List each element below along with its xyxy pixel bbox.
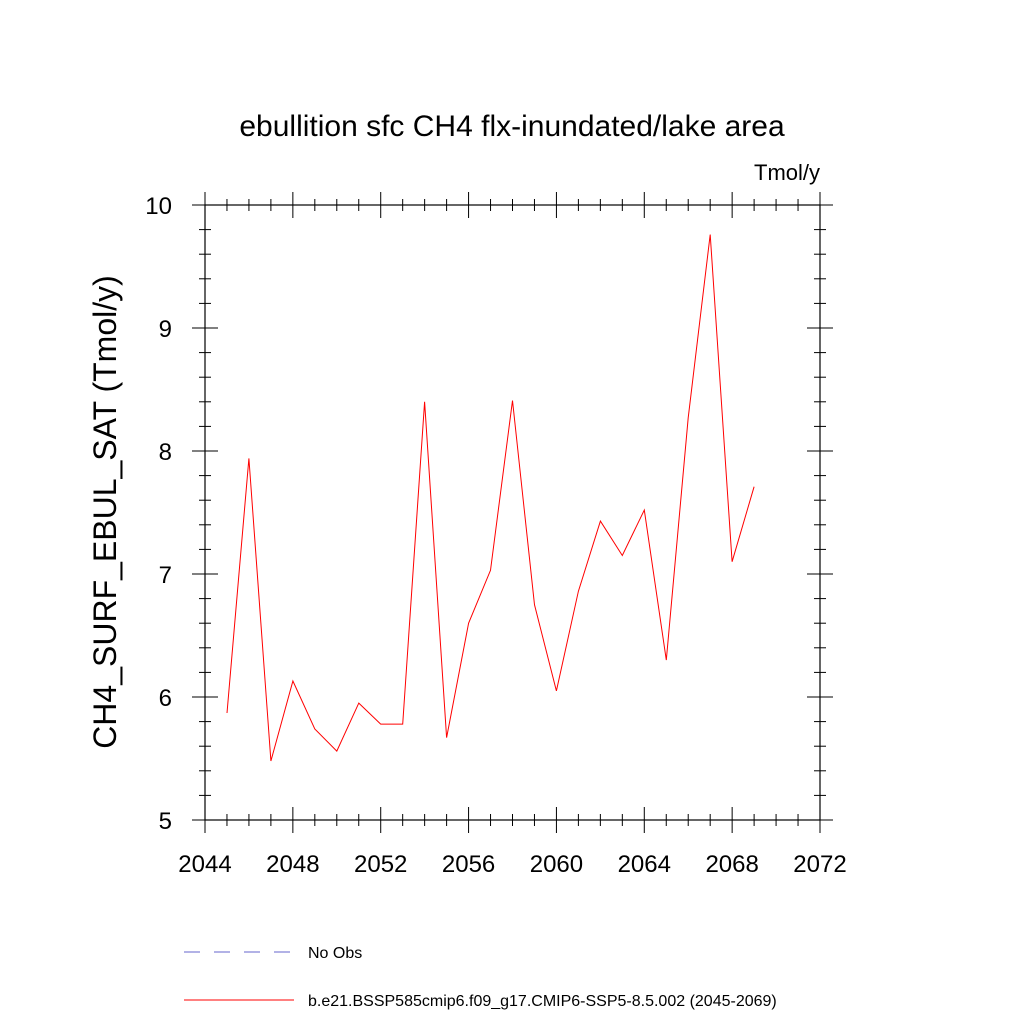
- x-tick-label: 2056: [442, 851, 495, 878]
- legend-label-0: No Obs: [308, 945, 362, 962]
- legend: No Obs b.e21.BSSP585cmip6.f09_g17.CMIP6-S…: [184, 945, 777, 1010]
- units-label: Tmol/y: [754, 160, 820, 185]
- x-tick-label: 2048: [266, 851, 319, 878]
- y-tick-label: 6: [159, 685, 172, 712]
- series-line-0: [226, 234, 755, 762]
- y-tick-label: 7: [159, 562, 172, 589]
- axis-ticks: 2044 2048 2052 2056 2060 2064 2068 2072 5 6 7 8 9 10: [145, 192, 847, 878]
- x-tick-label: 2060: [530, 851, 583, 878]
- y-tick-label: 9: [159, 316, 172, 343]
- series-layer: [226, 234, 755, 762]
- chart-title: ebullition sfc CH4 flx-inundated/lake ar…: [239, 110, 785, 143]
- x-tick-label: 2072: [793, 851, 846, 878]
- y-tick-label: 5: [159, 808, 172, 835]
- x-tick-label: 2052: [354, 851, 407, 878]
- x-tick-label: 2044: [178, 851, 231, 878]
- y-axis-label: CH4_SURF_EBUL_SAT (Tmol/y): [87, 275, 123, 749]
- legend-label-1: b.e21.BSSP585cmip6.f09_g17.CMIP6-SSP5-8.…: [308, 993, 777, 1010]
- y-tick-label: 8: [159, 439, 172, 466]
- x-tick-label: 2064: [618, 851, 671, 878]
- plot-frame: [204, 204, 821, 821]
- x-tick-label: 2068: [705, 851, 758, 878]
- y-tick-label: 10: [145, 193, 172, 220]
